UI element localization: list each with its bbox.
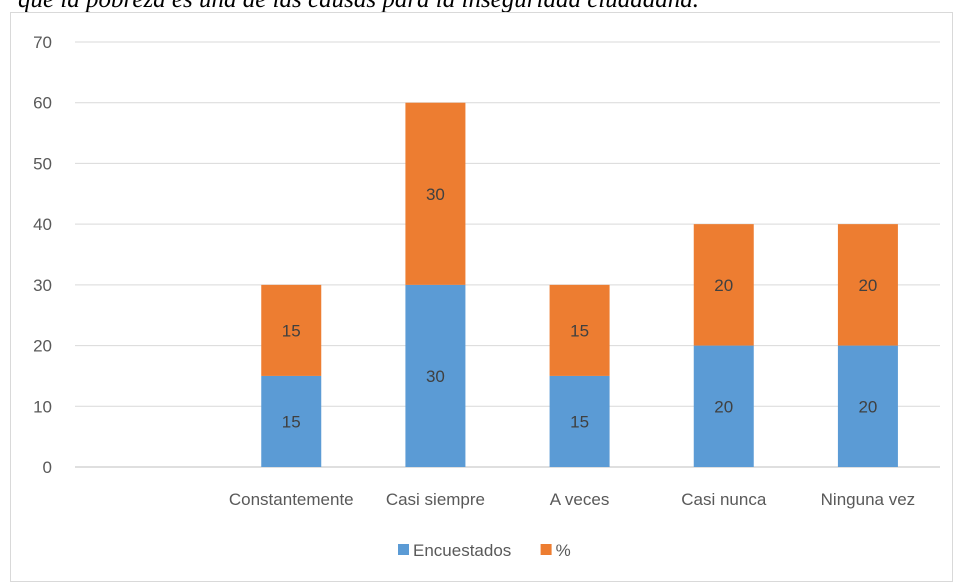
bars: 15 15 30 30 15 15 20 20 20 20 (261, 102, 898, 467)
bar-encuestados-4 (693, 345, 754, 467)
figure-caption: que la pobreza es una de las causas para… (0, 0, 956, 26)
bar-percent-5 (837, 224, 898, 346)
data-label: 30 (426, 185, 445, 204)
data-label: 15 (570, 321, 589, 340)
legend-swatch-0 (398, 544, 409, 555)
y-axis-ticks: 0 10 20 30 40 50 60 70 (33, 33, 52, 477)
y-tick-label: 50 (33, 154, 52, 173)
chart-frame (10, 12, 953, 582)
gridlines (75, 41, 940, 468)
x-tick-label: Casi siempre (386, 490, 485, 509)
bar-percent-2 (405, 102, 466, 285)
legend-label-1: % (556, 541, 571, 560)
x-tick-label: A veces (550, 490, 610, 509)
bar-encuestados-5 (837, 345, 898, 467)
y-tick-label: 10 (33, 397, 52, 416)
legend-label-0: Encuestados (413, 541, 511, 560)
bar-encuestados-2 (405, 284, 466, 467)
bar-percent-1 (261, 284, 322, 376)
data-label: 30 (426, 367, 445, 386)
y-tick-label: 60 (33, 94, 52, 113)
data-label: 20 (714, 397, 733, 416)
bar-percent-4 (693, 224, 754, 346)
x-tick-label: Ninguna vez (821, 490, 916, 509)
bar-encuestados-1 (261, 375, 322, 467)
x-tick-label: Casi nunca (681, 490, 767, 509)
legend-swatch-1 (540, 544, 552, 555)
legend: Encuestados% (398, 541, 571, 560)
data-label: 15 (570, 412, 589, 431)
x-axis-ticks: Constantemente Casi siempre A veces Casi nu… (229, 490, 915, 509)
data-label: 20 (714, 276, 733, 295)
y-tick-label: 30 (33, 276, 52, 295)
y-tick-label: 0 (43, 458, 52, 477)
y-tick-label: 40 (33, 215, 52, 234)
data-label: 15 (282, 321, 301, 340)
bar-percent-3 (549, 284, 610, 376)
bar-encuestados-3 (549, 375, 610, 467)
data-label: 20 (858, 276, 877, 295)
y-tick-label: 20 (33, 337, 52, 356)
data-label: 20 (858, 397, 877, 416)
x-tick-label: Constantemente (229, 490, 354, 509)
data-label: 15 (282, 412, 301, 431)
y-tick-label: 70 (33, 33, 52, 52)
